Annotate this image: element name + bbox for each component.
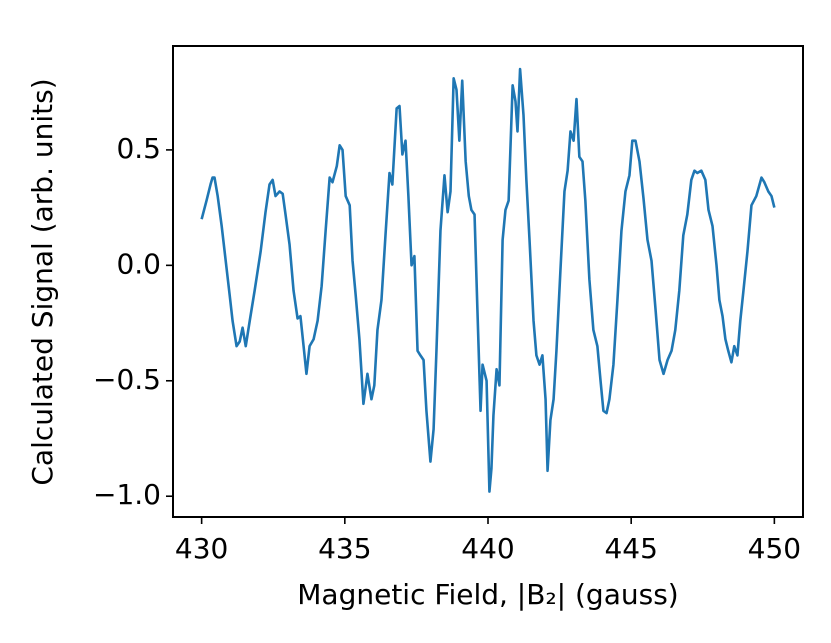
- x-tick-label: 440: [461, 532, 514, 565]
- y-tick-label: 0.0: [116, 247, 161, 280]
- y-tick-label: −0.5: [93, 363, 161, 396]
- x-axis-label: Magnetic Field, |B₂| (gauss): [297, 578, 678, 611]
- y-axis-label: Calculated Signal (arb. units): [26, 78, 59, 485]
- plot-frame: [172, 45, 804, 518]
- x-tick-label: 435: [318, 532, 371, 565]
- y-tick-label: −1.0: [93, 478, 161, 511]
- data-line: [200, 67, 776, 493]
- x-tick-label: 445: [604, 532, 657, 565]
- y-tick-label: 0.5: [116, 132, 161, 165]
- x-tick-label: 450: [748, 532, 801, 565]
- x-tick-label: 430: [175, 532, 228, 565]
